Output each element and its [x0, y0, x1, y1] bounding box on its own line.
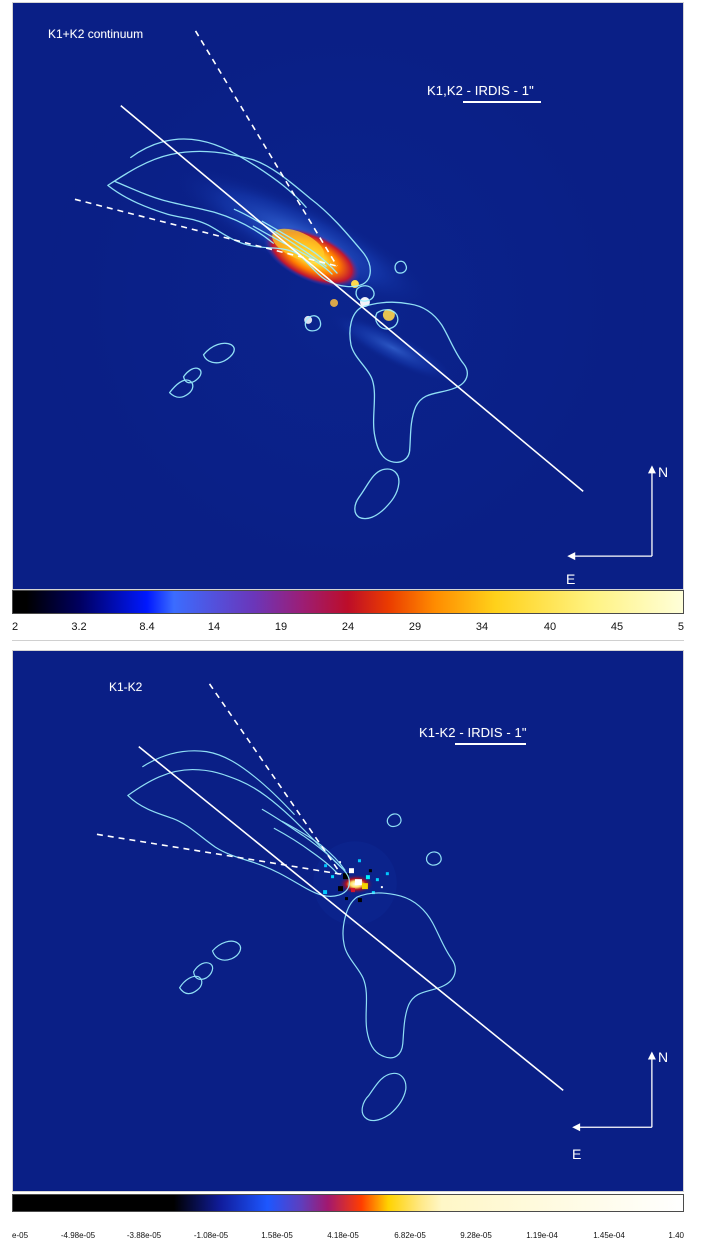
bottom-scalebar [455, 743, 526, 745]
top-colorbar [12, 590, 684, 614]
top-tick-11: 5 [677, 621, 684, 633]
top-contour-center-3 [304, 315, 322, 332]
bottom-background [13, 651, 683, 1191]
bottom-tick-8: 9.28e-05 [460, 1231, 492, 1240]
top-panel-image [13, 3, 683, 589]
bottom-panel: K1-K2 K1-K2 - IRDIS - 1" N E [12, 650, 684, 1192]
top-contour-upper [130, 138, 307, 208]
top-tick-8: 34 [475, 621, 489, 633]
top-contour-lower [349, 301, 468, 463]
bottom-tick-9: 1.19e-04 [526, 1231, 558, 1240]
bottom-panel-title: K1-K2 - IRDIS - 1" [419, 725, 527, 740]
top-tick-2: 3.2 [71, 621, 87, 633]
bottom-contour-inner-3 [281, 820, 346, 871]
top-contour-small-1 [168, 379, 194, 398]
bottom-contours [127, 750, 456, 1122]
top-contour-mid [114, 180, 274, 244]
top-tick-10: 45 [610, 621, 624, 633]
top-contour-main [107, 150, 371, 288]
bottom-north-label: N [658, 1049, 669, 1065]
top-contour-knot [354, 468, 400, 520]
top-tick-7: 29 [408, 621, 422, 633]
bottom-contour-inner-2 [273, 827, 339, 875]
top-bright-point-2 [359, 296, 370, 307]
east-arrow-icon [567, 552, 576, 561]
top-contours [107, 138, 468, 520]
east-arrow-icon [572, 1123, 581, 1132]
bottom-tick-10: 1.45e-04 [593, 1231, 625, 1240]
top-contour-inner [233, 208, 327, 267]
top-tick-6: 24 [341, 621, 355, 633]
top-vignette [48, 3, 646, 589]
bottom-contour-small-4 [386, 813, 402, 828]
bottom-tick-5: 1.58e-05 [261, 1231, 293, 1240]
bottom-contour-small-3 [211, 940, 242, 961]
top-contour-center-4 [394, 260, 408, 274]
bottom-panel-image [13, 651, 683, 1191]
bottom-tick-1: e-05 [12, 1231, 29, 1240]
bottom-tick-2: -4.98e-05 [60, 1231, 96, 1240]
bottom-contour-lower [342, 892, 456, 1059]
top-panel-label: K1+K2 continuum [48, 27, 144, 41]
top-dashed-line-2 [74, 198, 338, 267]
top-tick-3: 8.4 [139, 621, 155, 633]
top-panel-title: K1,K2 - IRDIS - 1" [427, 83, 534, 98]
bottom-dashed-line-2 [96, 833, 342, 875]
bottom-solid-line [138, 746, 564, 1091]
bottom-tick-7: 6.82e-05 [394, 1231, 426, 1240]
top-colorbar-ticks: 2 3.2 8.4 14 19 24 29 34 40 45 5 [12, 622, 684, 638]
top-tick-1: 2 [12, 621, 19, 633]
top-tick-5: 19 [274, 621, 288, 633]
bottom-contour-upper [142, 750, 295, 815]
bottom-dashed-line-1 [208, 683, 342, 875]
bottom-panel-label: K1-K2 [109, 680, 143, 694]
top-contour-center-2 [375, 309, 399, 330]
bottom-contour-knot [361, 1072, 407, 1122]
top-panel: K1+K2 continuum K1,K2 - IRDIS - 1" N E [12, 2, 684, 590]
top-bright-point-4 [382, 308, 395, 321]
top-bright-point-3 [330, 298, 339, 307]
top-tick-9: 40 [543, 621, 557, 633]
top-solid-line [120, 105, 584, 492]
top-east-label: E [566, 571, 576, 587]
bottom-contour-small-1 [179, 975, 203, 995]
bottom-tick-6: 4.18e-05 [327, 1231, 359, 1240]
bottom-tick-11: 1.40 [668, 1231, 684, 1240]
bottom-tick-3: -3.88e-05 [126, 1231, 162, 1240]
bottom-contour-inner-1 [261, 808, 343, 869]
top-tick-4: 14 [207, 621, 221, 633]
top-scalebar [463, 101, 541, 103]
north-arrow-icon [647, 465, 656, 474]
bottom-colorbar-ticks: e-05 -4.98e-05 -3.88e-05 -1.08e-05 1.58e… [12, 1232, 684, 1244]
top-contour-small-2 [182, 367, 202, 384]
top-hot-core-highlight [272, 228, 325, 262]
bottom-contour-small-5 [425, 851, 442, 866]
panel-divider [12, 640, 684, 641]
top-dashed-line-1 [194, 30, 338, 267]
north-arrow-icon [647, 1051, 656, 1060]
top-contour-small-3 [202, 342, 235, 364]
bottom-colorbar [12, 1194, 684, 1212]
top-contour-inner-3 [261, 220, 338, 274]
bottom-contour-small-2 [192, 962, 214, 980]
top-contour-inner-2 [252, 225, 333, 275]
top-outflow-glow [328, 312, 458, 384]
bottom-tick-4: -1.08e-05 [193, 1231, 229, 1240]
bottom-east-label: E [572, 1146, 582, 1162]
bottom-contour-main [127, 768, 350, 897]
top-north-label: N [658, 464, 669, 480]
top-contour-center-1 [355, 285, 375, 302]
